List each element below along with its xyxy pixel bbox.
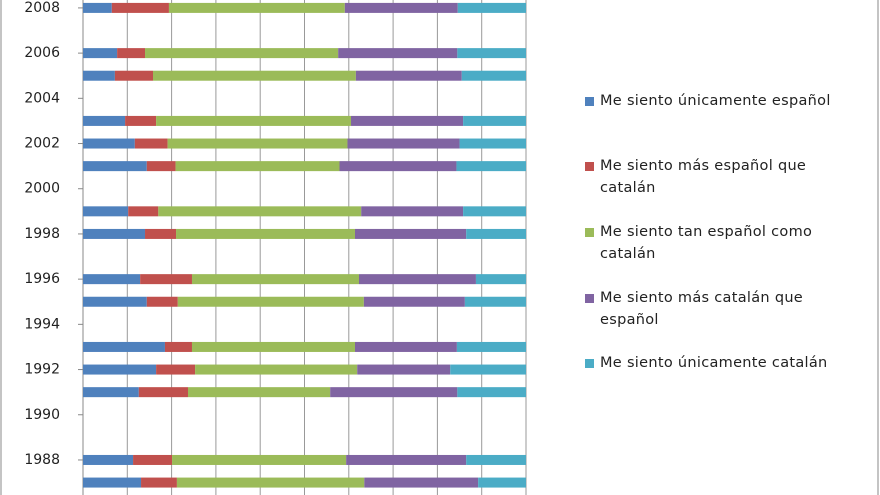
legend-swatch	[585, 228, 594, 237]
bar-segment	[361, 206, 464, 217]
bar-segment	[176, 228, 356, 239]
legend-label: Me siento únicamente catalán	[600, 355, 828, 371]
bar-segment	[464, 296, 526, 307]
bar-segment	[167, 138, 348, 149]
legend-swatch	[585, 162, 594, 171]
y-tick-label: 1996	[24, 271, 60, 287]
bar-segment	[83, 48, 118, 59]
bar-segment	[475, 274, 526, 285]
bar-segment	[344, 2, 458, 13]
legend-label: Me siento más español que catalán	[600, 158, 807, 196]
bar-segment	[111, 2, 169, 13]
bar-segment	[83, 206, 129, 217]
bar-segment	[138, 387, 188, 398]
bar-segment	[355, 70, 462, 81]
bar-segment	[191, 274, 359, 285]
bar-segment	[83, 387, 139, 398]
bar-segment	[83, 274, 141, 285]
bar-segment	[83, 364, 157, 375]
bar-segment	[125, 115, 157, 126]
bar-segment	[330, 387, 458, 398]
bar-segment	[83, 138, 135, 149]
bar-segment	[83, 228, 146, 239]
bar-segment	[456, 161, 526, 172]
legend-swatch	[585, 97, 594, 106]
legend-label: Me siento tan español como catalán	[600, 224, 813, 262]
y-tick-label: 2004	[24, 90, 60, 106]
bar-segment	[128, 206, 159, 217]
bar-segment	[83, 296, 147, 307]
bar-segment	[83, 70, 115, 81]
y-tick-label: 1994	[24, 316, 60, 332]
bar-segment	[450, 364, 526, 375]
bar-segment	[457, 48, 526, 59]
bar-segment	[466, 228, 526, 239]
y-tick-label: 1990	[24, 407, 60, 423]
y-tick-label: 2002	[24, 136, 60, 152]
bar-segment	[83, 115, 126, 126]
bar-segment	[134, 138, 168, 149]
bar-segment	[456, 341, 526, 352]
bar-segment	[347, 138, 460, 149]
y-tick-label: 2000	[24, 181, 60, 197]
bar-segment	[145, 228, 177, 239]
bar-segment	[83, 454, 134, 465]
bar-segment	[141, 477, 177, 488]
bar-segment	[357, 364, 451, 375]
bar-segment	[457, 2, 526, 13]
bar-segment	[117, 48, 146, 59]
bar-segment	[346, 454, 467, 465]
bar-segment	[152, 70, 356, 81]
bar-segment	[156, 364, 196, 375]
bar-segment	[187, 387, 331, 398]
bar-segment	[156, 115, 352, 126]
bar-segment	[461, 70, 526, 81]
bar-segment	[195, 364, 358, 375]
legend-swatch	[585, 359, 594, 368]
legend-label: Me siento más catalán que español	[600, 290, 804, 328]
bar-segment	[168, 2, 345, 13]
bar-segment	[355, 228, 467, 239]
bar-segment	[146, 161, 176, 172]
bar-segment	[459, 138, 526, 149]
bar-segment	[358, 274, 476, 285]
legend-label: Me siento únicamente español	[600, 93, 831, 109]
legend-swatch	[585, 294, 594, 303]
bar-segment	[145, 48, 339, 59]
bar-segment	[164, 341, 192, 352]
bar-segment	[133, 454, 173, 465]
y-tick-label: 1988	[24, 452, 60, 468]
bar-segment	[351, 115, 464, 126]
y-tick-label: 2008	[24, 0, 60, 16]
bar-segment	[177, 296, 364, 307]
bar-segment	[457, 387, 526, 398]
bar-segment	[83, 2, 112, 13]
bar-segment	[338, 48, 458, 59]
bar-segment	[83, 477, 142, 488]
bar-segment	[478, 477, 526, 488]
bar-segment	[83, 161, 147, 172]
bar-segment	[114, 70, 153, 81]
bar-segment	[176, 477, 365, 488]
bar-segment	[140, 274, 192, 285]
bar-segment	[175, 161, 340, 172]
bar-segment	[172, 454, 347, 465]
bar-segment	[363, 296, 465, 307]
bar-segment	[463, 206, 526, 217]
bar-segment	[466, 454, 526, 465]
bar-segment	[339, 161, 457, 172]
bar-segment	[355, 341, 457, 352]
bar-segment	[146, 296, 178, 307]
bar-segment	[83, 341, 165, 352]
y-tick-label: 1998	[24, 226, 60, 242]
bar-segment	[364, 477, 479, 488]
bar-segment	[158, 206, 362, 217]
y-tick-label: 2006	[24, 45, 60, 61]
bar-segment	[463, 115, 526, 126]
bar-segment	[191, 341, 356, 352]
y-tick-label: 1992	[24, 362, 60, 378]
